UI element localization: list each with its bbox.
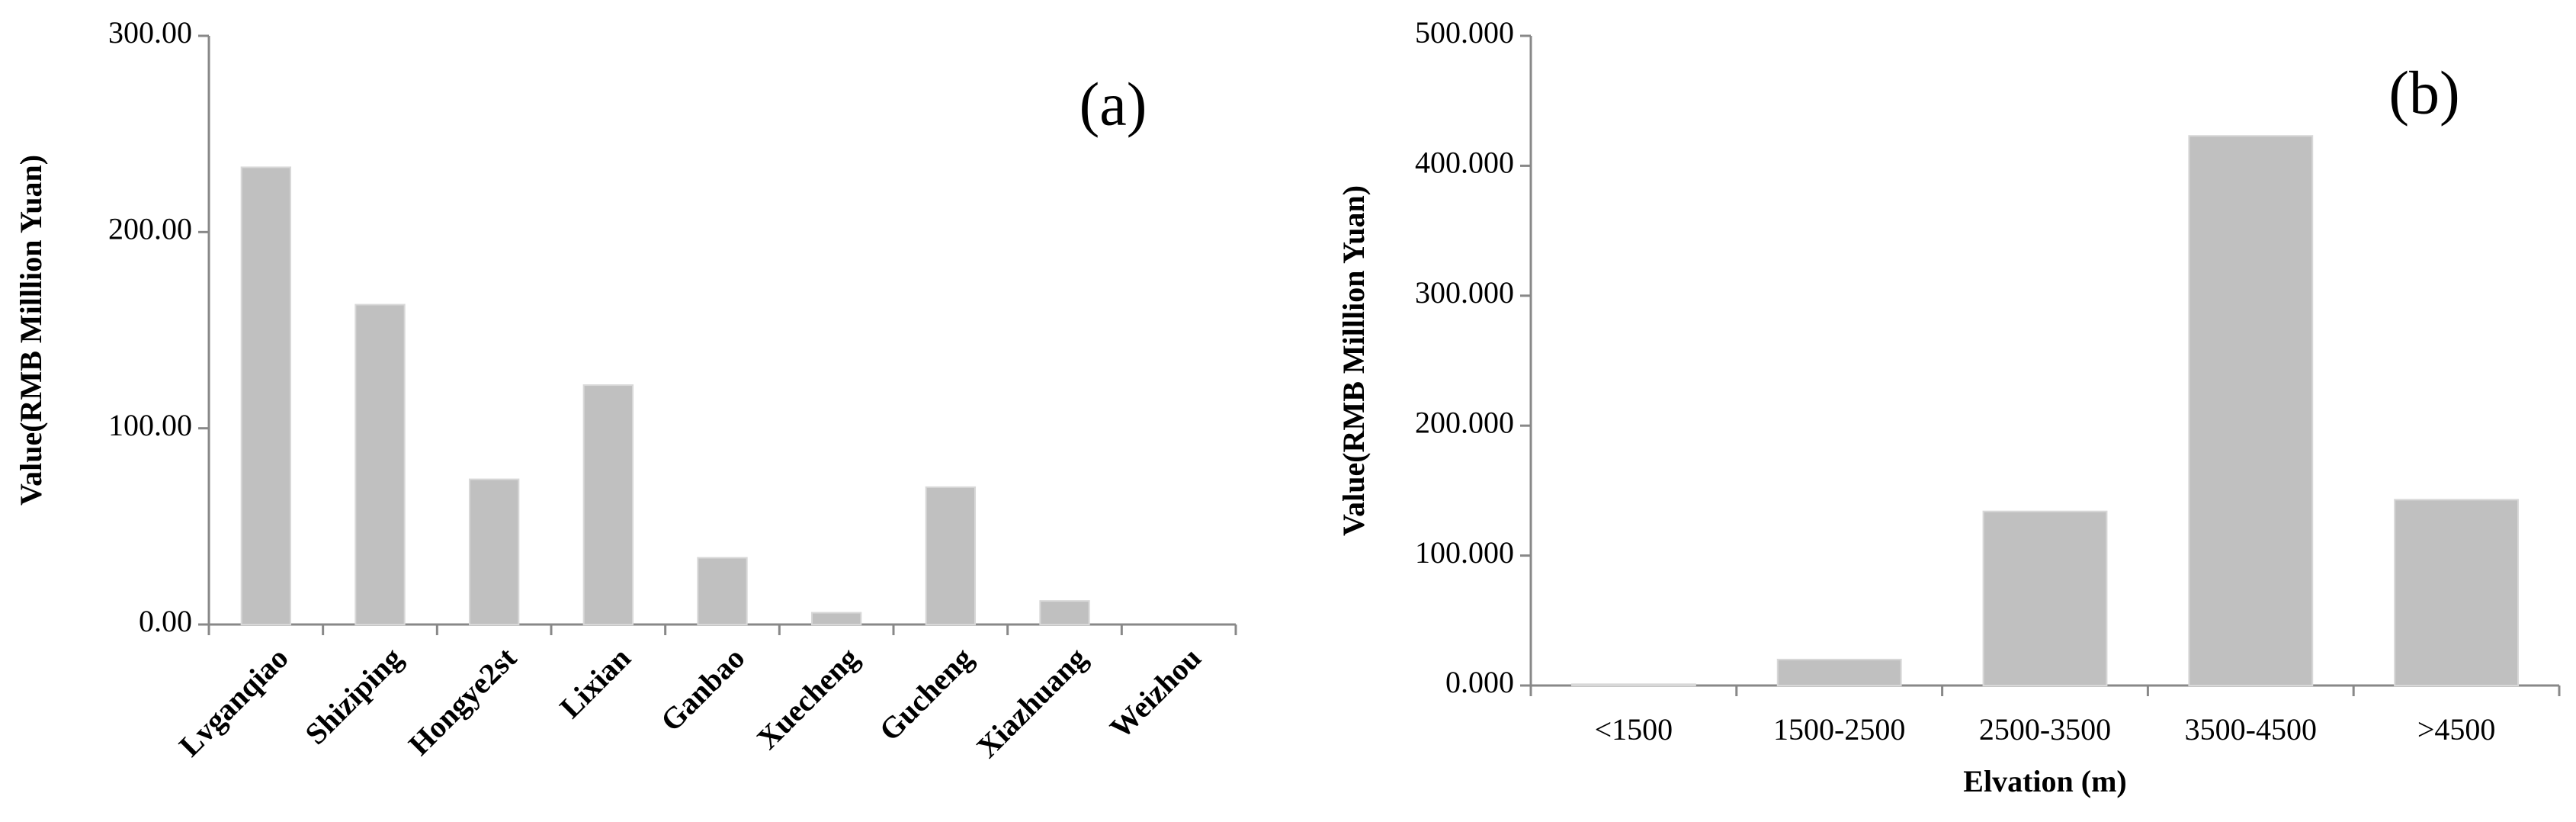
bar [1039,600,1090,625]
x-tick-label: Gucheng [872,641,979,747]
y-tick-label: 100.00 [108,408,192,442]
y-axis-title: Value(RMB Milllion Yuan) [14,155,48,506]
x-axis-title: Elvation (m) [1963,764,2126,798]
bar [2188,135,2314,686]
x-tick-label: 1500-2500 [1773,712,1905,747]
panel-label: (a) [1079,71,1147,138]
y-tick-label: 200.000 [1415,405,1514,439]
panel-label: (b) [2388,59,2459,127]
bar [1570,683,1696,687]
y-tick-label: 100.000 [1415,535,1514,570]
x-tick-label: Hongye2st [402,641,524,763]
bar [240,166,292,625]
y-tick-label: 0.000 [1445,665,1514,699]
x-tick-label: Lixian [553,641,637,724]
x-tick-label: Shiziping [298,641,409,751]
bar [697,557,748,625]
x-tick-label: 3500-4500 [2185,712,2317,747]
x-tick-label: Lvganqiao [172,641,295,763]
bar [1982,510,2108,686]
bar [1776,658,1902,686]
bar [2394,499,2520,686]
bar [925,486,977,625]
y-tick-label: 400.000 [1415,146,1514,180]
x-tick-label: Xiazhuang [970,641,1093,764]
bar [468,478,520,625]
y-axis-title: Value(RMB Milllion Yuan) [1336,185,1371,536]
x-tick-label: 2500-3500 [1979,712,2111,747]
x-tick-label: <1500 [1595,712,1673,747]
y-tick-label: 300.000 [1415,275,1514,310]
x-tick-label: Ganbao [654,641,752,738]
x-tick-label: Xuecheng [750,641,865,756]
x-tick-label: >4500 [2417,712,2496,747]
y-tick-label: 0.00 [139,604,192,638]
y-tick-label: 500.000 [1415,15,1514,50]
y-tick-label: 300.00 [108,15,192,50]
x-tick-label: Weizhou [1103,641,1208,745]
bar [354,303,406,625]
y-tick-label: 200.00 [108,212,192,246]
bar [582,384,634,625]
bar [810,612,862,625]
